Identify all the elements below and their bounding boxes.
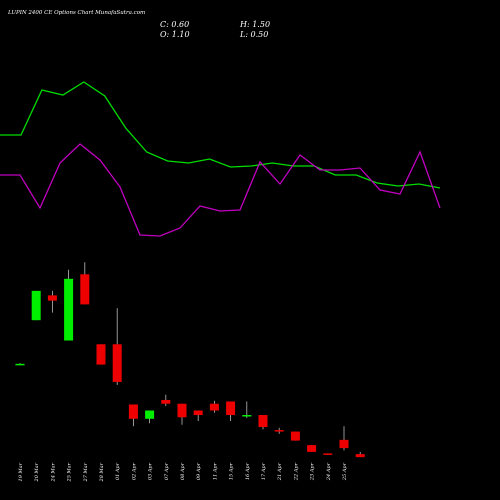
candle-body-down (47, 295, 57, 301)
green-indicator-line (0, 81, 441, 189)
candle (355, 451, 365, 458)
x-tick-label: 15 Apr (229, 462, 235, 480)
candle (161, 394, 171, 406)
candle (128, 404, 138, 427)
x-tick-label: 07 Apr (164, 462, 170, 480)
candle (323, 453, 333, 455)
purple-indicator-line (0, 143, 441, 237)
x-tick-label: 27 Mar (83, 462, 89, 482)
x-tick-label: 03 Apr (148, 462, 154, 480)
candle (209, 400, 219, 413)
candle-body-down (112, 344, 122, 382)
x-tick-label: 16 Apr (245, 462, 251, 480)
candle (290, 431, 300, 441)
candle-body-down (128, 404, 138, 419)
candle-body-up (31, 290, 41, 321)
x-tick-label: 20 Mar (34, 462, 40, 482)
candle (274, 427, 284, 434)
candle-body-down (96, 344, 106, 365)
x-tick-label: 24 Apr (326, 462, 332, 481)
candle-body-up (15, 363, 25, 366)
candle-body-down (226, 401, 236, 416)
candle (242, 401, 252, 419)
x-tick-label: 01 Apr (115, 462, 121, 480)
high-value: H: 1.50 (240, 20, 271, 29)
open-value: O: 1.10 (160, 30, 190, 39)
x-tick-label: 08 Apr (180, 462, 186, 480)
x-tick-label: 25 Apr (342, 462, 348, 481)
x-axis: 19 Mar 20 Mar 24 Mar 25 Mar 27 Mar 28 Mar 01 A… (18, 462, 348, 482)
candle-body-down (209, 403, 219, 411)
x-tick-label: 11 Apr (212, 462, 218, 480)
x-tick-label: 17 Apr (261, 462, 267, 480)
candle (80, 262, 90, 305)
candle-body-down (290, 431, 300, 441)
candle-body-up (145, 410, 155, 419)
candle-body-down (355, 454, 365, 458)
x-tick-label: 22 Apr (293, 462, 299, 481)
x-tick-label: 23 Apr (310, 462, 316, 481)
x-tick-label: 25 Mar (67, 462, 73, 482)
x-tick-label: 19 Mar (18, 462, 24, 481)
candle (193, 410, 203, 422)
candle (112, 308, 122, 385)
candle-body-down (161, 399, 171, 404)
x-tick-label: 02 Apr (131, 462, 137, 480)
candles (15, 262, 365, 458)
candle-body-down (177, 403, 187, 418)
candle (307, 445, 317, 452)
candle (47, 290, 57, 313)
candle-body-down (323, 453, 333, 455)
x-tick-label: 21 Apr (277, 462, 283, 481)
low-value: L: 0.50 (240, 30, 269, 39)
x-tick-label: 24 Mar (50, 462, 56, 482)
candle-body-down (274, 430, 284, 432)
x-tick-label: 28 Mar (99, 462, 105, 482)
x-tick-label: 09 Apr (196, 462, 202, 480)
candle (15, 363, 25, 366)
candle-body-up (242, 415, 252, 417)
candle-body-down (258, 415, 268, 428)
candle (226, 401, 236, 422)
candle-body-down (193, 410, 203, 416)
candle (258, 415, 268, 430)
candle-body-down (307, 445, 317, 452)
candle-body-down (339, 439, 349, 449)
indicator-lines (0, 81, 441, 237)
candle-body-up (64, 278, 74, 341)
candle (339, 426, 349, 451)
candle (177, 403, 187, 425)
candle (145, 410, 155, 424)
candle (31, 290, 41, 321)
close-value: C: 0.60 (160, 20, 190, 29)
candle (96, 344, 106, 365)
candle (64, 269, 74, 341)
chart-title: LUPIN 2400 CE Options Chart MunafaSutra.… (8, 10, 146, 16)
candle-body-down (80, 274, 90, 305)
